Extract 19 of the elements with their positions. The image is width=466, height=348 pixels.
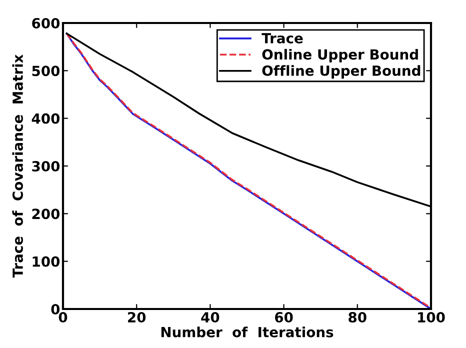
y-tick-label: 600 bbox=[32, 18, 60, 28]
y-tick-label: 200 bbox=[32, 208, 60, 220]
x-tick-label: 80 bbox=[348, 312, 366, 323]
x-tick-label: 100 bbox=[418, 312, 445, 323]
legend-label: Offline Upper Bound bbox=[262, 65, 420, 79]
x-axis-title: Number of Iterations bbox=[161, 326, 334, 338]
y-tick-label: 100 bbox=[32, 256, 60, 267]
y-axis-title: Trace of Covariance Matrix bbox=[12, 54, 23, 278]
line-series bbox=[66, 32, 431, 309]
x-tick-label: 0 bbox=[58, 312, 68, 323]
y-tick-label: 500 bbox=[32, 66, 60, 76]
y-tick-label: 400 bbox=[32, 113, 60, 124]
x-tick-label: 20 bbox=[128, 312, 146, 323]
x-tick-label: 40 bbox=[201, 312, 220, 323]
y-tick-label: 0 bbox=[51, 304, 60, 314]
y-tick-label: 300 bbox=[32, 160, 60, 172]
legend-label: Online Upper Bound bbox=[262, 48, 418, 62]
legend-label: Trace bbox=[262, 33, 303, 44]
x-tick-label: 60 bbox=[275, 312, 293, 323]
